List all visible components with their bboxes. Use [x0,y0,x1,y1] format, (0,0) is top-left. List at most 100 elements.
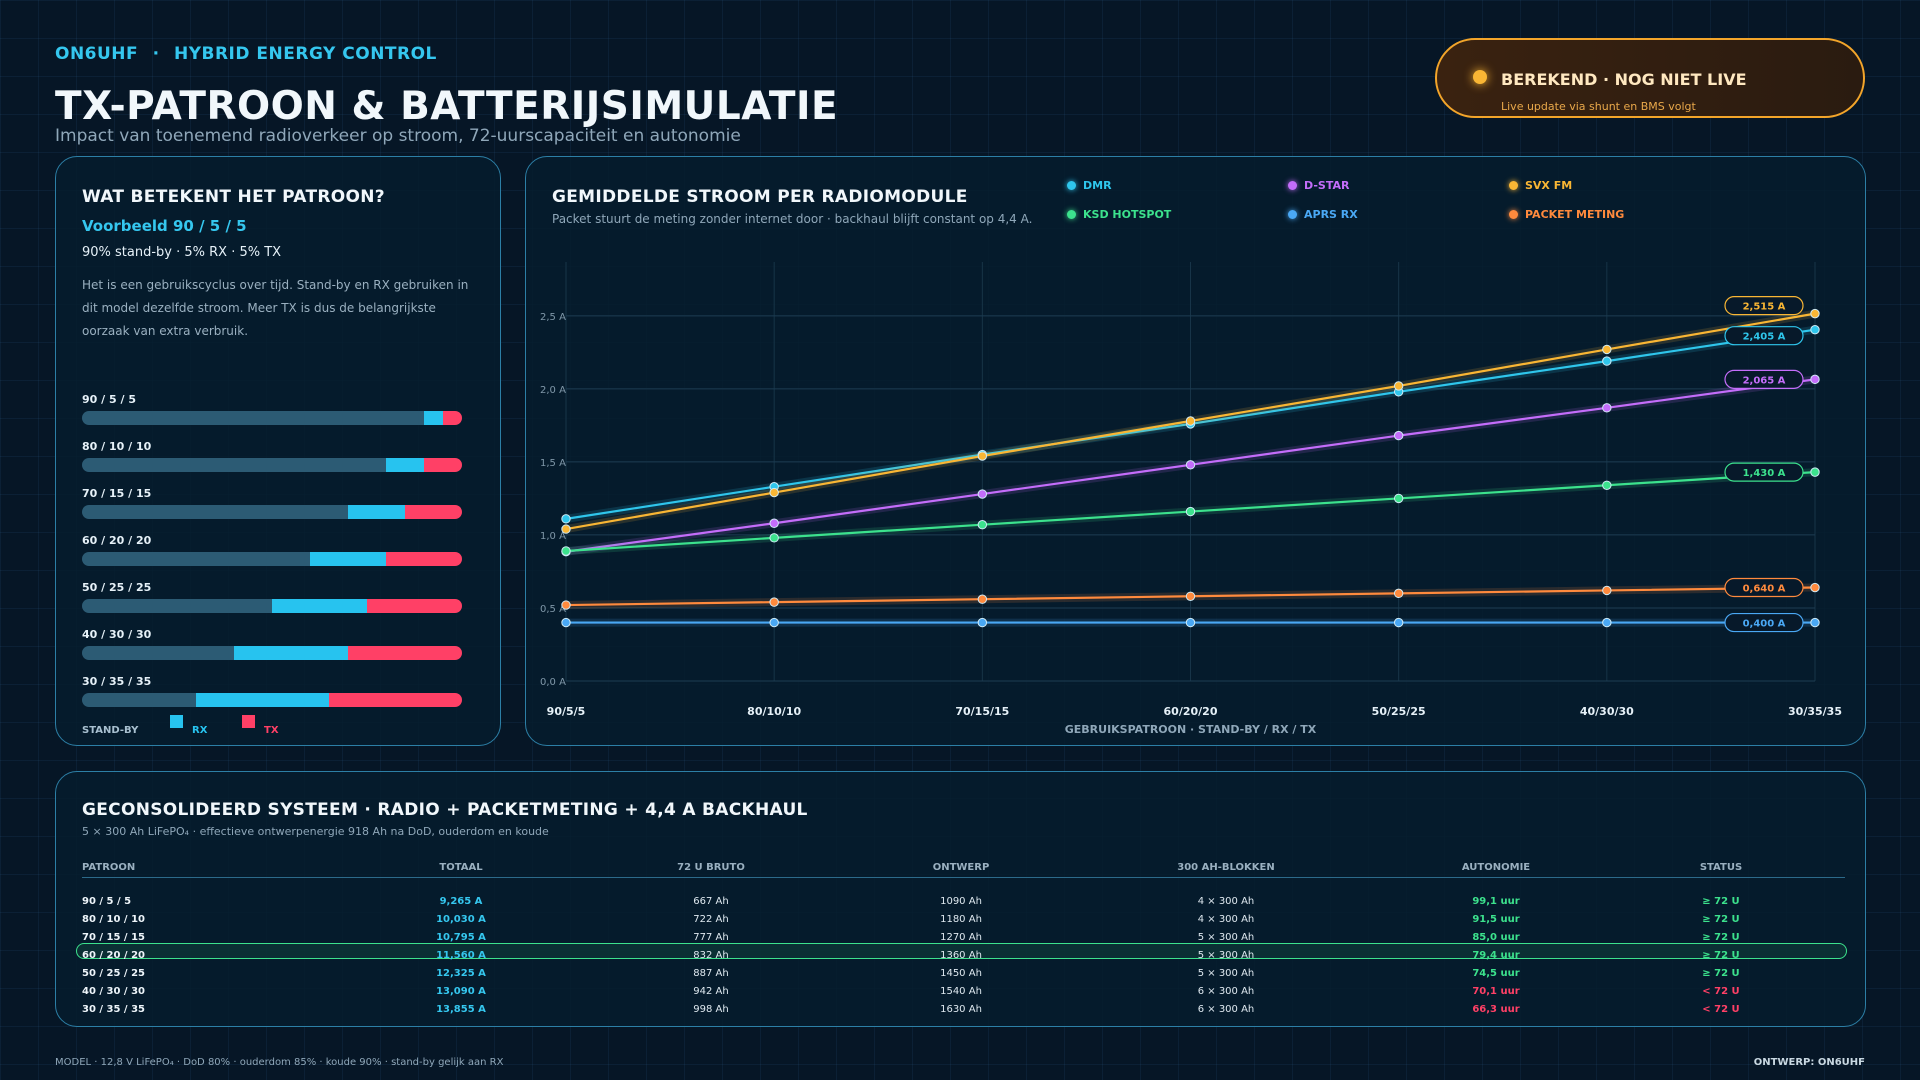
table-cell-blocks: 4 × 300 Ah [1197,914,1255,925]
brand-separator: · [152,44,160,64]
data-point [1602,617,1612,628]
data-point [977,594,988,604]
data-point [561,600,571,610]
data-point [561,546,571,556]
data-point [977,489,988,499]
table-cell-status: < 72 U [1702,986,1740,997]
data-point [769,533,779,543]
end-value-badge [1724,296,1804,316]
data-point [1810,374,1820,385]
data-point [1185,591,1196,601]
pattern-segment-tx [367,599,462,613]
pattern-segment-tx [405,505,462,519]
pattern-segment-tx [386,552,462,566]
x-tick-label: 40/30/30 [1580,705,1634,718]
table-cell-total: 11,560 A [436,950,486,961]
table-cell-status: ≥ 72 U [1702,968,1740,979]
data-point [1393,493,1404,504]
table-cell-pattern: 40 / 30 / 30 [82,986,145,997]
pattern-label: 50 / 25 / 25 [82,581,152,594]
table-header-cell: 72 U BRUTO [677,862,745,873]
pattern-example: Voorbeeld 90 / 5 / 5 [82,217,247,235]
data-point [1810,308,1820,319]
pattern-segment-standby [82,599,272,613]
table-cell-pattern: 30 / 35 / 35 [82,1004,145,1015]
legend-series-label: KSD HOTSPOT [1083,208,1172,221]
end-value-label: 2,515 A [1743,302,1786,313]
pattern-segment-rx [386,458,424,472]
footer-model: MODEL · 12,8 V LiFePO₄ · DoD 80% · ouder… [55,1057,504,1068]
table-cell-design: 1090 Ah [940,896,982,907]
data-point [1393,430,1404,441]
table-cell-design: 1630 Ah [940,1004,982,1015]
data-point [977,520,988,530]
y-tick-label: 0,0 A [540,677,566,688]
table-cell-status: ≥ 72 U [1702,896,1740,907]
table-header-divider [82,877,1845,878]
status-dot-icon [1473,70,1487,84]
table-subtitle: 5 × 300 Ah LiFePO₄ · effectieve ontwerpe… [82,825,549,838]
data-point [1602,344,1612,355]
table-cell-autonomy: 79,4 uur [1472,950,1520,961]
data-point [1810,582,1820,593]
legend-tx-label: TX [264,725,279,736]
pattern-label: 80 / 10 / 10 [82,440,152,453]
pattern-bar [82,693,462,707]
x-axis-label: GEBRUIKSPATROON · STAND-BY / RX / TX [1065,723,1317,736]
pattern-ratio: 90% stand-by · 5% RX · 5% TX [82,245,282,260]
pattern-bar [82,646,462,660]
data-point [977,451,988,461]
end-value-badge [1724,462,1804,482]
table-cell-autonomy: 74,5 uur [1472,968,1520,979]
table-cell-gross: 667 Ah [693,896,729,907]
table-cell-design: 1450 Ah [940,968,982,979]
table-header-cell: ONTWERP [932,862,990,873]
table-cell-total: 13,090 A [436,986,486,997]
table-cell-blocks: 4 × 300 Ah [1197,896,1255,907]
y-tick-label: 0,5 A [540,604,566,615]
end-value-label: 2,065 A [1743,375,1786,386]
system-table-panel: GECONSOLIDEERD SYSTEEM · RADIO + PACKETM… [55,771,1866,1027]
pattern-segment-rx [196,693,329,707]
pattern-segment-tx [348,646,462,660]
x-tick-label: 80/10/10 [747,705,801,718]
status-label: BEREKEND · NOG NIET LIVE [1501,70,1747,89]
table-cell-blocks: 5 × 300 Ah [1197,968,1255,979]
chart-title: GEMIDDELDE STROOM PER RADIOMODULE [552,187,968,207]
pattern-panel-title: WAT BETEKENT HET PATROON? [82,187,385,207]
brand-name: HYBRID ENERGY CONTROL [173,44,437,64]
table-cell-status: ≥ 72 U [1702,950,1740,961]
legend-rx-swatch [170,715,183,728]
x-tick-label: 70/15/15 [955,705,1009,718]
table-cell-total: 10,795 A [436,932,486,943]
legend-series-label: PACKET METING [1525,208,1625,221]
pattern-segment-rx [424,411,443,425]
legend-dot-icon [1067,181,1076,190]
data-point [1185,416,1196,426]
end-value-label: 2,405 A [1743,332,1786,343]
data-point [1810,324,1820,335]
table-cell-blocks: 6 × 300 Ah [1197,1004,1255,1015]
table-cell-gross: 722 Ah [693,914,729,925]
x-tick-label: 60/20/20 [1164,705,1218,718]
data-point [1810,467,1820,477]
chart-subtitle: Packet stuurt de meting zonder internet … [552,212,1033,226]
table-header-cell: STATUS [1699,862,1743,873]
pattern-segment-standby [82,411,424,425]
y-tick-label: 1,5 A [540,458,566,469]
table-cell-total: 10,030 A [436,914,486,925]
legend-dot-icon [1509,210,1518,219]
y-tick-label: 2,5 A [540,312,566,323]
legend-dot-icon [1509,181,1518,190]
legend-series-label: D-STAR [1304,179,1350,192]
legend-rx-label: RX [192,725,208,736]
pattern-label: 70 / 15 / 15 [82,487,152,500]
data-point [769,487,779,498]
x-tick-label: 50/25/25 [1372,705,1426,718]
data-point [1602,356,1612,366]
pattern-panel: WAT BETEKENT HET PATROON? Voorbeeld 90 /… [55,156,501,746]
pattern-bar [82,599,462,613]
table-cell-pattern: 70 / 15 / 15 [82,932,145,943]
data-point [1185,506,1196,517]
legend-series-label: SVX FM [1525,179,1573,192]
